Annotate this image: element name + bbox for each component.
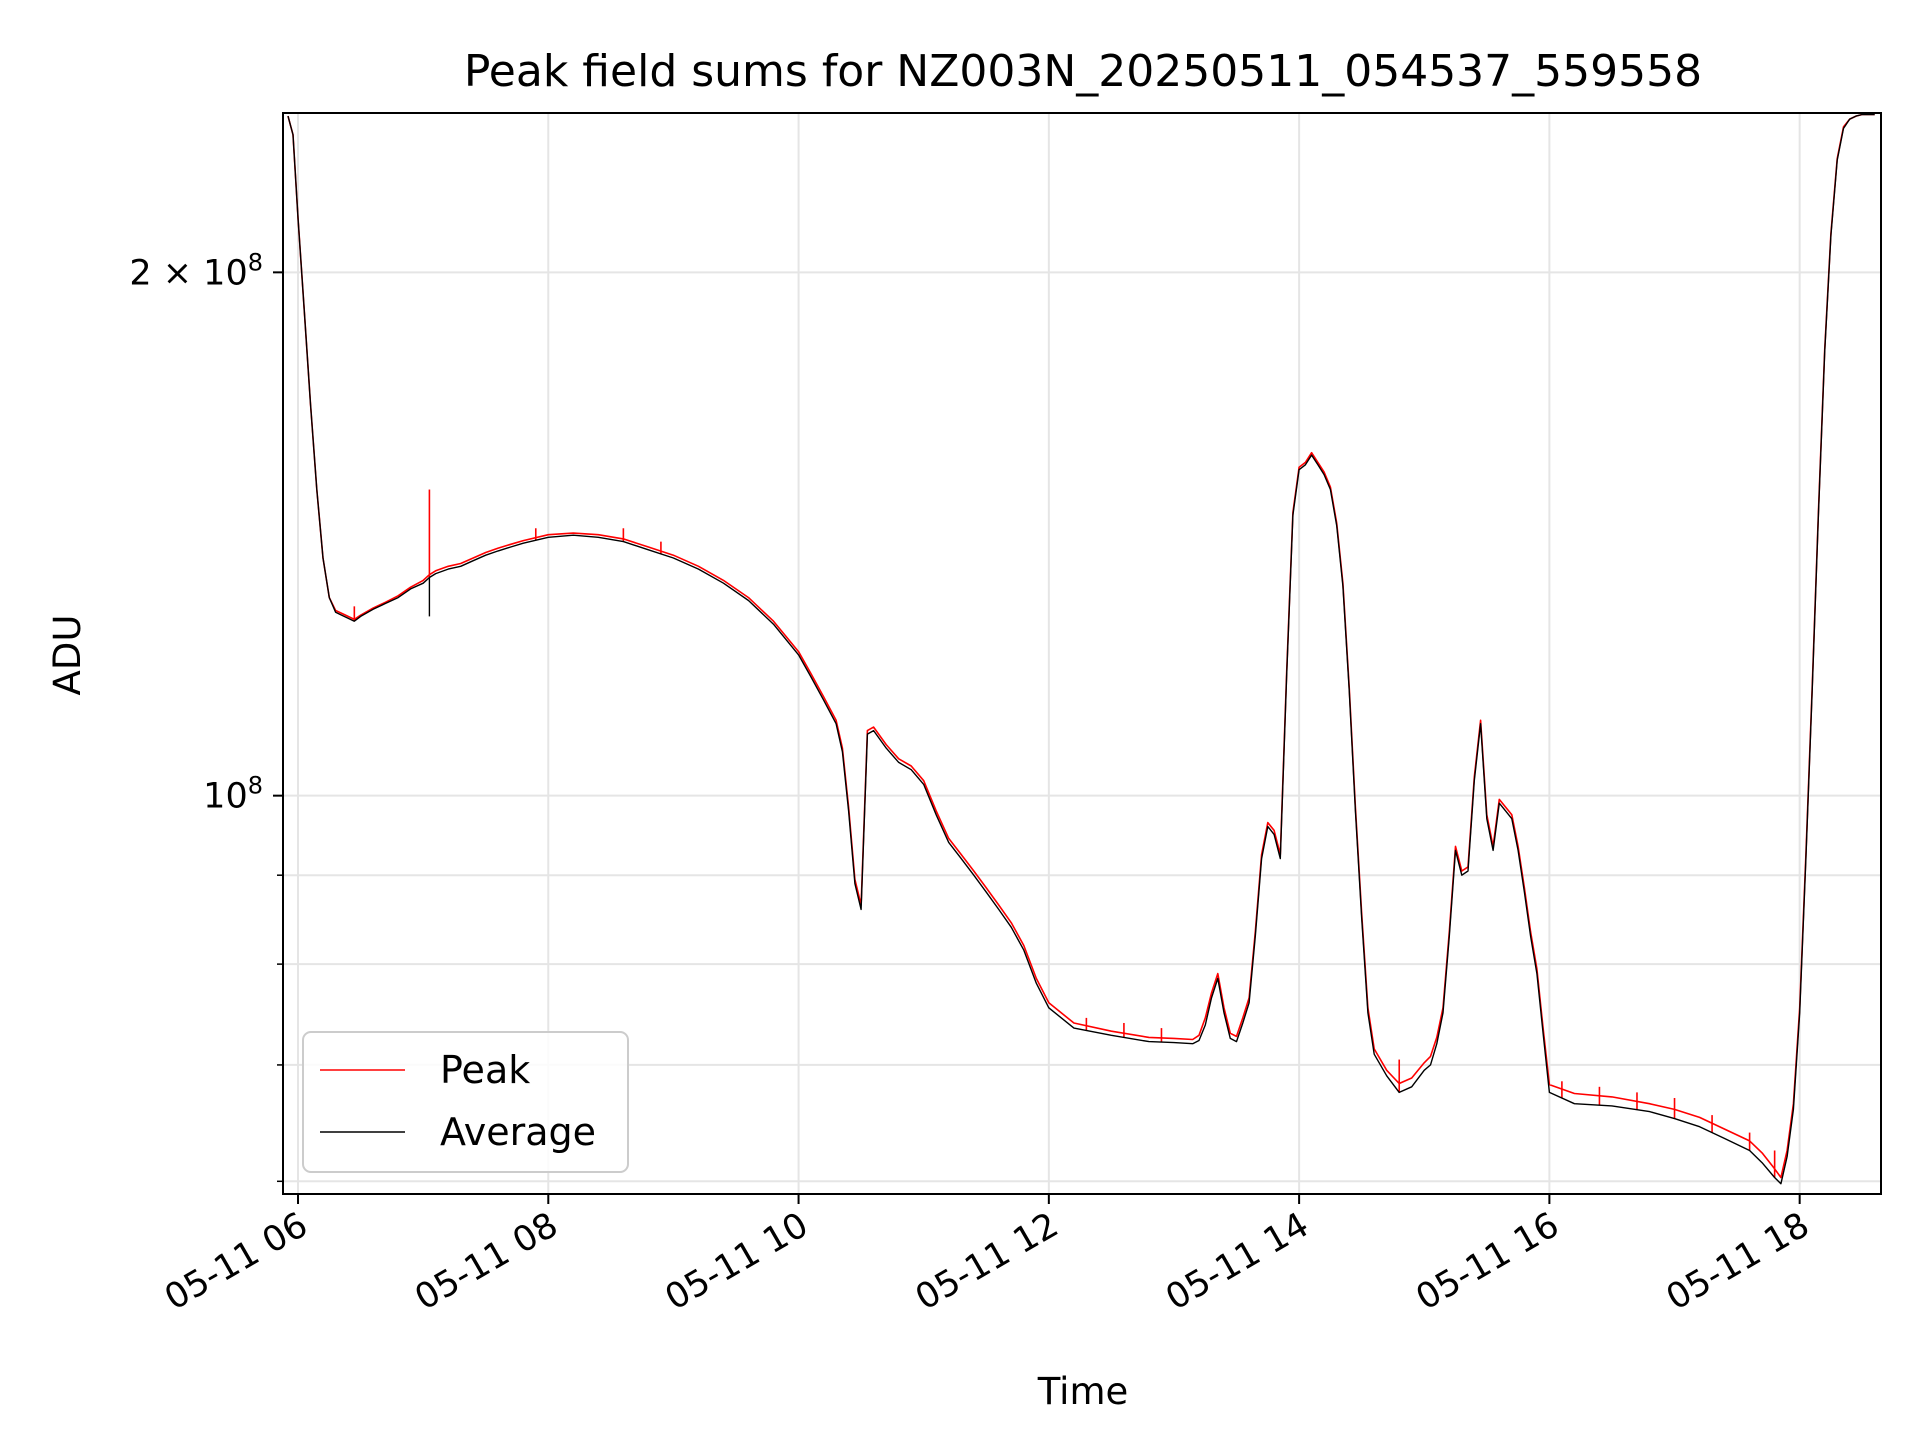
y-tick-label: 2 × 108 xyxy=(129,248,263,293)
y-axis-label: ADU xyxy=(46,615,89,696)
series-group xyxy=(287,113,1875,1185)
x-axis-label: Time xyxy=(1037,1370,1129,1413)
legend-label-peak: Peak xyxy=(440,1048,530,1092)
series-line-average xyxy=(287,113,1875,1185)
plot-frame xyxy=(282,112,1882,1195)
legend-label-average: Average xyxy=(440,1110,596,1154)
grid xyxy=(283,113,1881,1194)
series-line-peak xyxy=(287,113,1875,1179)
y-axis: 108 2 × 108 xyxy=(129,248,283,1183)
legend-box xyxy=(302,1031,629,1173)
chart-title: Peak field sums for NZ003N_20250511_0545… xyxy=(464,46,1702,97)
plot-area xyxy=(287,113,1875,1185)
legend: Peak Average xyxy=(302,1031,629,1173)
y-tick-label: 108 xyxy=(203,772,263,817)
